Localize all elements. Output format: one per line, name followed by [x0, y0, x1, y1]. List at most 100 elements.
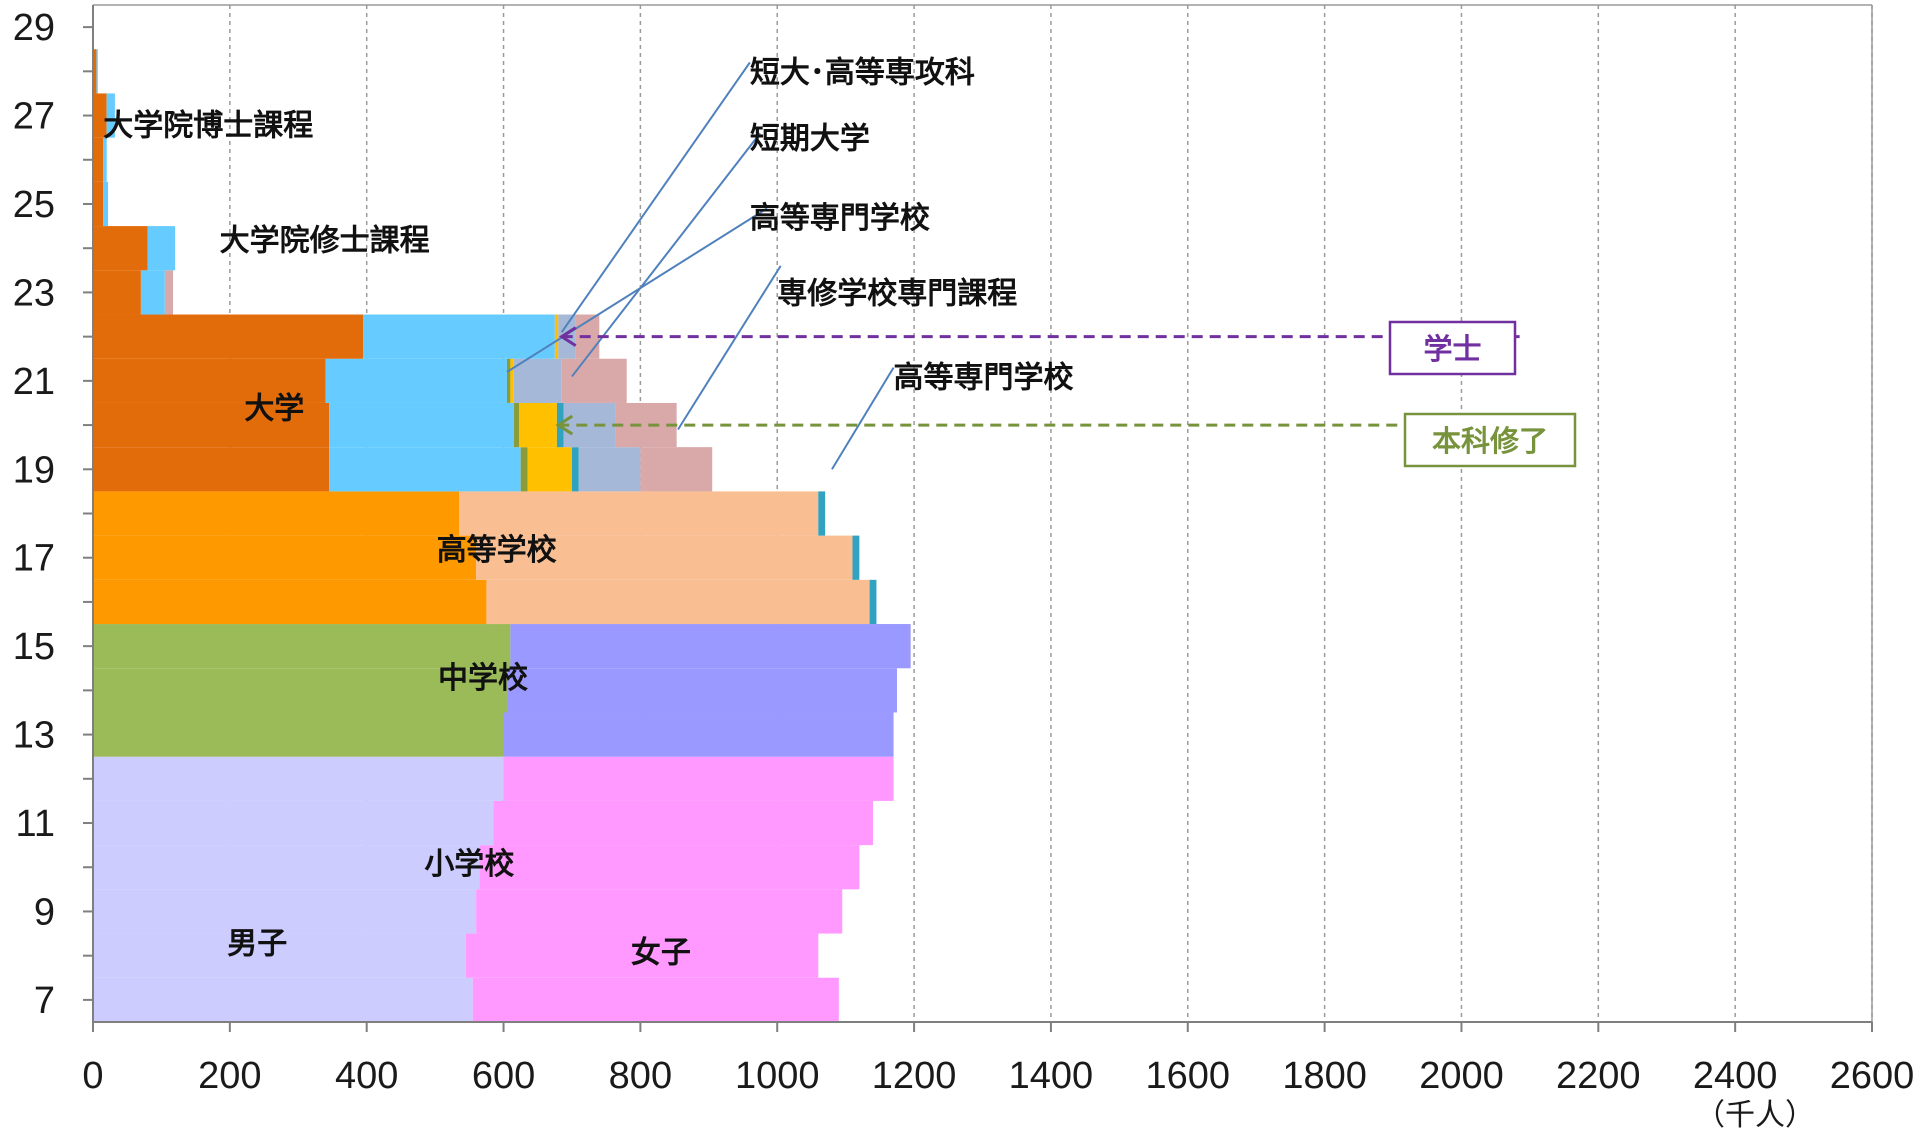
bar-20-univ_m — [93, 402, 330, 448]
bar-21-univ_f — [325, 358, 507, 403]
bar-19-kosen — [571, 447, 579, 492]
category-label: 短期大学 — [750, 122, 870, 157]
x-tick-label: 400 — [335, 1055, 398, 1097]
bar-23-senmon_f — [164, 270, 174, 315]
category-label: 中学校 — [438, 661, 528, 696]
bars — [93, 49, 911, 1022]
category-label: 大学院修士課程 — [220, 223, 430, 258]
y-tick-label: 17 — [13, 538, 55, 580]
bar-10-elem_m — [93, 845, 480, 890]
y-tick-label: 27 — [13, 96, 55, 138]
y-tick-label: 7 — [34, 980, 55, 1022]
y-tick-label: 13 — [13, 715, 55, 757]
category-label: 小学校 — [424, 847, 514, 882]
bar-20-junior_college — [519, 402, 557, 448]
bar-16-kosen — [869, 579, 877, 625]
bar-25-univ_m — [93, 181, 104, 227]
bar-17-kosen — [852, 535, 860, 580]
bar-28-univ_m — [93, 49, 97, 94]
reference-arrowhead-0 — [558, 326, 577, 347]
x-tick-label: 2000 — [1419, 1055, 1504, 1097]
bar-26-univ_m — [93, 137, 104, 182]
x-tick-label: 0 — [82, 1055, 103, 1097]
x-tick-label: 1600 — [1145, 1055, 1230, 1097]
bar-16-hs_m — [93, 579, 487, 625]
category-label: 男子 — [227, 926, 287, 961]
reference-label-0: 学士 — [1423, 332, 1481, 366]
reference-label-1: 本科修了 — [1432, 424, 1548, 458]
bar-21-senmon_m — [513, 358, 562, 403]
bar-21-junior_college — [510, 358, 514, 403]
leader-line-3 — [677, 265, 782, 431]
bar-24-univ_f — [147, 226, 176, 271]
x-tick-label: 1800 — [1282, 1055, 1367, 1097]
category-label: 短大･高等専攻科 — [750, 55, 975, 90]
bar-9-elem_m — [93, 889, 477, 934]
leader-line-4 — [831, 367, 895, 470]
bar-27-univ_f — [106, 93, 115, 138]
x-tick-label: 200 — [198, 1055, 261, 1097]
category-label: 大学院博士課程 — [103, 108, 313, 143]
bar-11-elem_m — [93, 800, 494, 846]
bar-22-junior_college — [554, 314, 559, 359]
x-tick-label: 800 — [609, 1055, 672, 1097]
y-tick-label: 11 — [16, 803, 55, 845]
bar-8-elem_f — [465, 933, 819, 978]
bar-21-senmon_f — [561, 358, 627, 403]
y-tick-label: 23 — [13, 272, 55, 314]
bar-23-univ_f — [140, 270, 165, 315]
bar-16-hs_f — [486, 579, 870, 625]
bar-18-hs_f — [459, 491, 819, 536]
category-label: 専修学校専門課程 — [777, 276, 1017, 311]
bar-13-jh_f — [503, 712, 894, 757]
bar-17-hs_m — [93, 535, 477, 580]
bar-19-senmon_f — [640, 447, 713, 492]
reference-label-box-1 — [1403, 412, 1577, 468]
bar-19-univ_m — [93, 447, 330, 492]
y-tick-label: 21 — [13, 361, 55, 403]
bar-17-hs_f — [476, 535, 853, 580]
leader-line-2 — [506, 207, 768, 373]
bar-14-jh_f — [506, 668, 897, 713]
leader-lines — [506, 61, 895, 470]
bar-24-univ_m — [93, 226, 148, 271]
y-tick-label: 19 — [13, 449, 55, 491]
bar-28-univ_f — [96, 49, 98, 94]
x-tick-label: 1200 — [872, 1055, 957, 1097]
bar-20-univ_f — [329, 402, 514, 448]
x-tick-label: 2400 — [1693, 1055, 1778, 1097]
bar-14-jh_m — [93, 668, 507, 713]
x-tick-label: 2600 — [1830, 1055, 1915, 1097]
category-label: 高等学校 — [437, 533, 557, 568]
bar-15-jh_f — [510, 624, 911, 669]
axes: 0 200 400 600 800 1000 1200 1400 1600 1800 2000 220… — [13, 5, 1915, 1097]
y-tick-label: 15 — [13, 626, 55, 668]
leader-line-0 — [560, 61, 751, 333]
grid-lines — [93, 4, 1873, 1022]
bar-19-univ_f — [329, 447, 521, 492]
category-label: 高等専門学校 — [750, 201, 930, 236]
bar-21-junior_college_dark — [506, 358, 511, 403]
bar-20-senmon_m — [563, 402, 616, 448]
bar-22-univ_f — [363, 314, 555, 359]
bar-26-univ_f — [103, 137, 107, 182]
bar-22-univ_m — [93, 314, 364, 359]
bar-18-kosen — [818, 491, 826, 536]
bar-7-elem_m — [93, 977, 473, 1022]
bar-25-univ_f — [103, 181, 109, 227]
x-tick-label: 1400 — [1009, 1055, 1094, 1097]
bar-19-junior_college_dark — [520, 447, 528, 492]
leader-line-1 — [571, 132, 761, 378]
bar-27-univ_m — [93, 93, 107, 138]
bar-12-elem_f — [503, 756, 894, 801]
bar-11-elem_f — [493, 800, 874, 846]
y-tick-label: 29 — [13, 7, 55, 49]
bar-19-junior_college — [527, 447, 572, 492]
bar-7-elem_f — [472, 977, 839, 1022]
y-tick-label: 25 — [13, 184, 55, 226]
category-label: 大学 — [244, 391, 304, 426]
x-tick-label: 2200 — [1556, 1055, 1641, 1097]
bar-15-jh_m — [93, 624, 511, 669]
